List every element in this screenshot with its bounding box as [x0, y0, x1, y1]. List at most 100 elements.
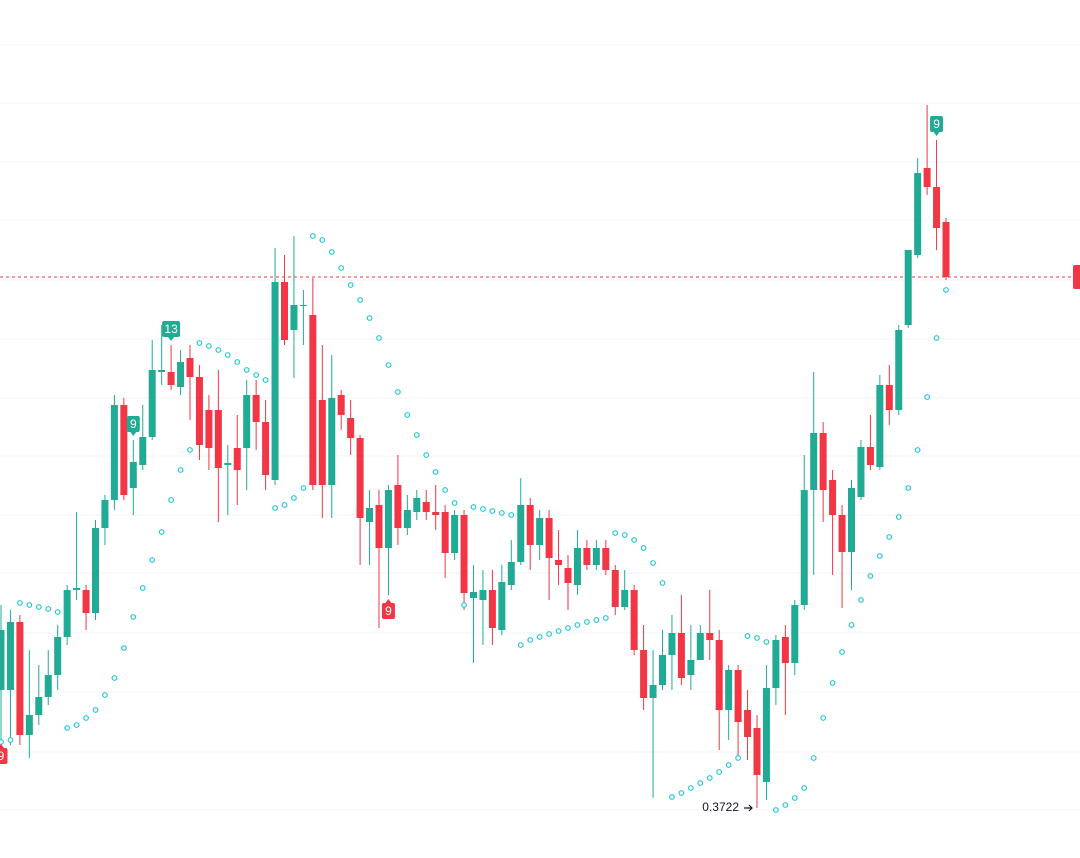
candle-body	[139, 437, 147, 465]
candle-body	[933, 187, 941, 228]
candle-body	[904, 250, 912, 325]
sar-dot	[697, 780, 704, 786]
sar-dot	[432, 469, 439, 475]
sar-dot	[905, 485, 912, 491]
candle-body	[0, 630, 5, 690]
td-label: 9	[126, 416, 140, 436]
candle-body	[829, 480, 837, 515]
last-price-tag	[1073, 265, 1080, 289]
sar-dot	[461, 602, 467, 608]
sar-dot	[791, 795, 798, 801]
sar-dot	[130, 614, 137, 620]
candle-body	[526, 505, 534, 545]
candle-body	[725, 670, 733, 710]
candle-body	[942, 222, 950, 277]
sar-dot	[395, 389, 401, 395]
sar-dot	[328, 249, 335, 255]
td-label-pointer	[933, 132, 940, 136]
sar-dot	[650, 560, 656, 566]
sar-dot	[867, 573, 874, 579]
sar-dot	[498, 510, 505, 516]
sar-dot	[168, 497, 175, 503]
sar-dot	[810, 755, 817, 761]
candle-body	[866, 447, 874, 465]
candle-body	[347, 418, 355, 438]
td-label-pointer	[168, 337, 175, 341]
candle-body	[92, 528, 99, 613]
candle-body	[876, 385, 884, 467]
candle-body	[791, 605, 799, 663]
sar-dot	[347, 282, 354, 288]
sar-dot	[177, 467, 184, 473]
candle-body	[479, 590, 487, 600]
sar-dot	[763, 639, 770, 645]
candle-body	[309, 315, 317, 485]
sar-dot	[54, 609, 61, 615]
candle-body	[583, 548, 591, 565]
candle-body	[318, 400, 326, 485]
td-label-pointer	[0, 744, 4, 748]
sar-dot	[120, 645, 127, 651]
candle-body	[252, 395, 260, 422]
candle-body	[167, 372, 175, 385]
sar-dot	[621, 532, 628, 538]
candle-body	[432, 512, 440, 515]
candle-body	[744, 710, 752, 737]
candle-body	[233, 448, 241, 470]
candle-body	[649, 685, 657, 698]
sar-dot	[45, 606, 52, 612]
sar-dot	[735, 755, 741, 761]
sar-dot	[281, 502, 288, 508]
candle-body	[857, 447, 865, 497]
candle-body	[914, 173, 922, 255]
sar-dot	[895, 514, 902, 520]
sar-dot	[584, 619, 590, 625]
candle-body	[923, 168, 931, 187]
sar-dot	[111, 675, 118, 681]
candle-body	[441, 512, 449, 553]
sar-dot	[716, 769, 723, 775]
grid	[0, 44, 1080, 811]
candle-body	[271, 282, 279, 480]
sar-dot	[602, 615, 609, 621]
sar-dot	[404, 412, 411, 418]
candle-body	[838, 515, 846, 552]
sar-dot	[224, 352, 231, 358]
candle-body	[573, 548, 581, 585]
candle-body	[687, 660, 695, 675]
candle-body	[101, 500, 109, 528]
sar-dot	[319, 237, 326, 243]
candle-body	[696, 633, 704, 660]
sar-dot	[253, 372, 260, 378]
sar-dot	[17, 600, 23, 606]
candle-body	[668, 633, 676, 655]
candle-body	[44, 675, 52, 697]
td-label-pointer	[130, 432, 137, 436]
sar-dot	[187, 447, 193, 453]
candle-body	[54, 637, 62, 675]
candle-body	[602, 548, 610, 570]
candle-body	[177, 362, 185, 387]
candle-body	[772, 640, 780, 688]
candle-body	[895, 330, 903, 410]
candle-body	[611, 570, 619, 607]
td-label-box	[162, 321, 181, 337]
sar-dot	[914, 447, 921, 453]
candle-body	[536, 518, 544, 545]
candle-body	[781, 637, 789, 663]
candle-body	[394, 485, 402, 528]
sar-dot	[527, 637, 534, 643]
sar-dot	[215, 347, 222, 353]
candle-body	[148, 370, 156, 437]
candle-body	[337, 395, 345, 415]
candle-body	[290, 305, 298, 330]
sar-dot	[7, 737, 14, 743]
sar-dot	[309, 233, 316, 239]
sar-dot	[508, 512, 515, 518]
candle-body	[16, 622, 24, 735]
candle-body	[214, 410, 222, 468]
candle-body	[630, 590, 638, 650]
candle-body	[195, 377, 203, 445]
